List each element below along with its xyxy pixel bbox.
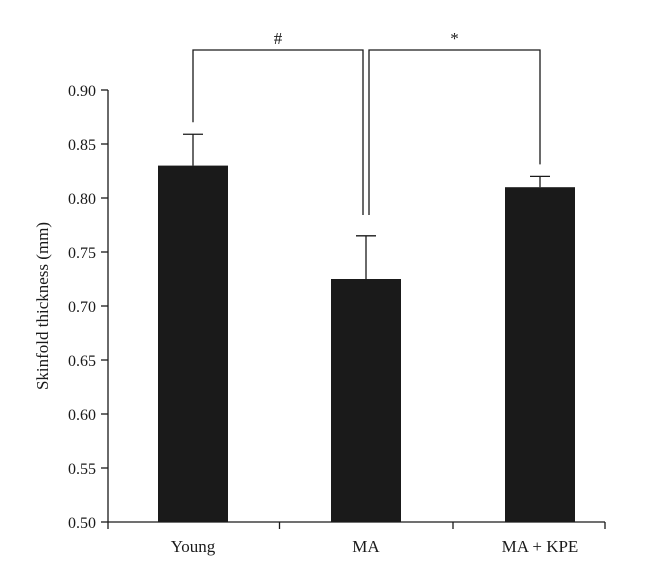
x-category-label: Young xyxy=(171,537,216,556)
bar xyxy=(331,279,401,522)
y-tick-label: 0.55 xyxy=(68,461,96,478)
y-tick-label: 0.75 xyxy=(68,245,96,262)
error-bars xyxy=(183,133,550,279)
y-tick-label: 0.85 xyxy=(68,137,96,154)
significance-brackets: # * xyxy=(192,29,541,215)
y-tick-label: 0.80 xyxy=(68,191,96,208)
y-tick-label: 0.90 xyxy=(68,83,96,100)
y-tick-label: 0.50 xyxy=(68,515,96,532)
y-tick-label: 0.60 xyxy=(68,407,96,424)
bar xyxy=(158,165,228,522)
y-axis-title: Skinfold thickness (mm) xyxy=(33,222,52,390)
significance-bracket xyxy=(368,49,541,215)
x-category-label: MA + KPE xyxy=(502,537,579,556)
y-tick-label: 0.65 xyxy=(68,353,96,370)
x-category-label: MA xyxy=(352,537,380,556)
y-tick-label: 0.70 xyxy=(68,299,96,316)
y-ticks: 0.50 0.55 0.60 0.65 0.70 0.75 0.80 0.85 0.90 xyxy=(68,83,108,532)
significance-bracket xyxy=(192,49,364,215)
bars xyxy=(158,165,575,522)
significance-label: # xyxy=(274,29,283,48)
bar xyxy=(505,187,575,522)
significance-label: * xyxy=(450,29,459,48)
x-ticks: Young MA MA + KPE xyxy=(107,522,606,556)
